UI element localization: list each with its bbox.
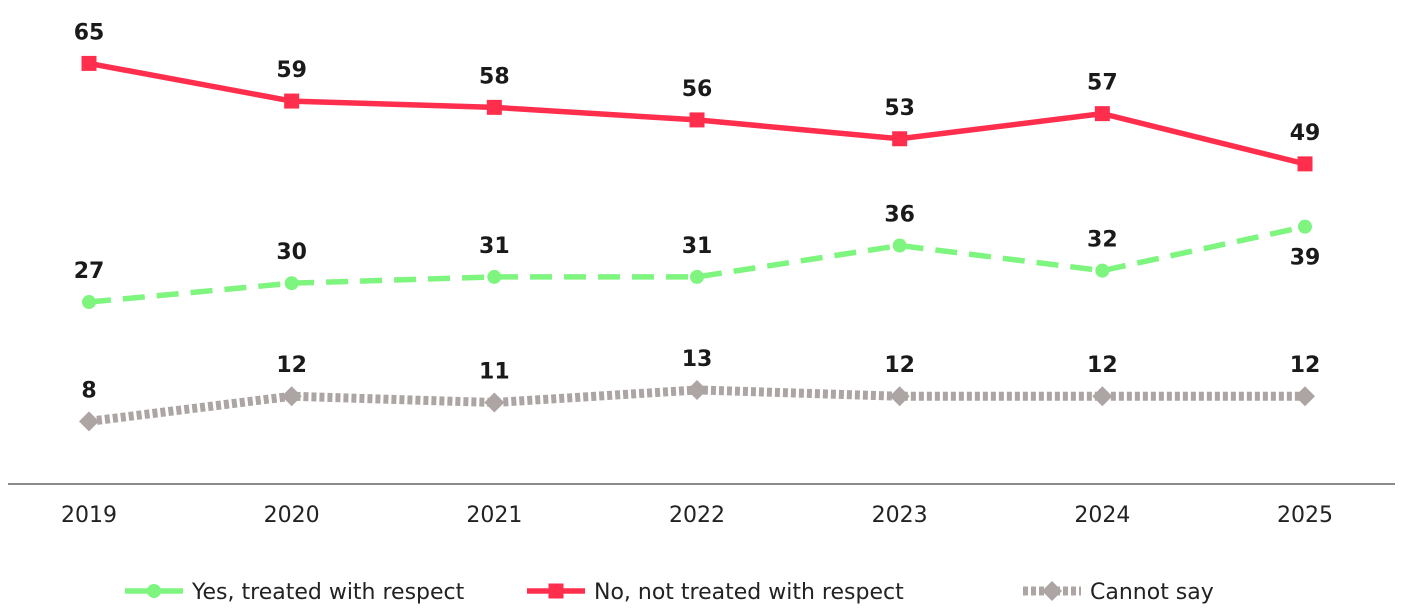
data-labels: 27 30 31 31 36 32 39 65 59 58 56 53 57 49 8 12 11 13 12 12 1…	[74, 20, 1321, 403]
data-label: 58	[479, 64, 510, 89]
data-point	[892, 131, 908, 147]
data-point	[687, 379, 707, 400]
data-label: 12	[884, 353, 915, 378]
data-point	[486, 99, 502, 115]
data-point	[1295, 386, 1315, 407]
data-point	[79, 411, 99, 432]
x-tick-label: 2025	[1277, 503, 1333, 528]
data-label: 30	[276, 240, 307, 265]
legend-label: Yes, treated with respect	[191, 580, 465, 605]
legend-item: No, not treated with respect	[527, 580, 904, 605]
data-point	[81, 55, 97, 71]
data-label: 36	[884, 203, 915, 228]
x-tick-label: 2023	[872, 503, 928, 528]
data-label: 31	[682, 234, 713, 259]
data-point	[1094, 106, 1110, 122]
legend-item: Cannot say	[1023, 580, 1214, 605]
data-point	[690, 269, 704, 284]
data-point	[1095, 263, 1110, 278]
data-label: 57	[1087, 71, 1118, 96]
x-axis-ticks: 2019 2020 2021 2022 2023 2024 2025	[61, 503, 1333, 528]
x-tick-label: 2024	[1074, 503, 1130, 528]
legend-swatch-marker	[1042, 581, 1062, 601]
legend-item: Yes, treated with respect	[125, 580, 465, 605]
data-point	[1298, 219, 1312, 234]
data-label: 12	[1087, 353, 1118, 378]
data-label: 53	[884, 96, 915, 121]
data-label: 12	[1290, 353, 1321, 378]
legend-label: Cannot say	[1090, 580, 1214, 605]
data-point	[1297, 156, 1313, 172]
data-point	[689, 112, 705, 128]
series-1	[81, 55, 1313, 172]
data-point	[284, 276, 299, 291]
data-point	[284, 93, 300, 109]
x-tick-label: 2020	[264, 503, 320, 528]
data-label: 31	[479, 234, 510, 259]
legend: Yes, treated with respect No, not treated…	[125, 580, 1214, 605]
data-label: 32	[1087, 228, 1118, 253]
data-point	[1092, 386, 1113, 407]
series-2	[79, 379, 1315, 432]
data-point	[281, 386, 302, 407]
legend-swatch-marker	[147, 584, 161, 598]
data-label: 13	[682, 347, 713, 372]
data-label: 39	[1290, 246, 1321, 271]
series-0	[82, 219, 1312, 310]
legend-swatch-marker	[548, 583, 564, 599]
data-point	[484, 392, 505, 413]
x-tick-label: 2022	[669, 503, 725, 528]
data-point	[82, 295, 96, 310]
series-layer	[79, 55, 1315, 432]
data-label: 65	[74, 20, 105, 45]
data-point	[487, 269, 502, 284]
x-tick-label: 2021	[466, 503, 522, 528]
legend-label: No, not treated with respect	[594, 580, 904, 605]
data-label: 11	[479, 360, 510, 385]
data-label: 49	[1290, 121, 1321, 146]
x-tick-label: 2019	[61, 503, 117, 528]
data-label: 59	[276, 58, 307, 83]
data-point	[889, 386, 910, 407]
data-point	[892, 238, 907, 253]
data-label: 56	[682, 77, 713, 102]
data-label: 27	[74, 259, 105, 284]
data-label: 8	[81, 378, 96, 403]
data-label: 12	[276, 353, 307, 378]
